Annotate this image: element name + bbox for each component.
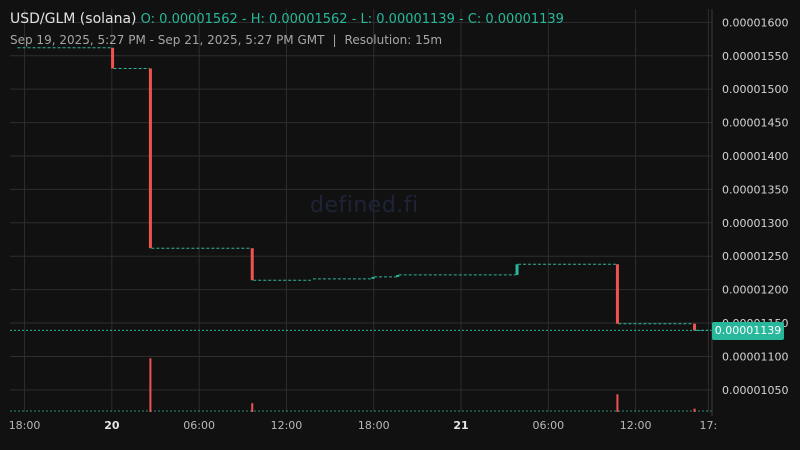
separator: | xyxy=(332,33,337,47)
x-tick-label: 18:00 xyxy=(9,419,41,432)
candle-body xyxy=(615,264,619,324)
x-tick-label: 06:00 xyxy=(532,419,564,432)
chart-subheader: Sep 19, 2025, 5:27 PM - Sep 21, 2025, 5:… xyxy=(10,33,442,47)
watermark: defined.fi xyxy=(310,193,419,218)
chart-header: USD/GLM (solana) O: 0.00001562 - H: 0.00… xyxy=(10,11,564,27)
volume-bar xyxy=(251,403,254,412)
y-tick-label: 0.00001600 xyxy=(722,16,788,29)
x-tick-label: 17: xyxy=(700,419,718,432)
pair-title: USD/GLM (solana) xyxy=(10,11,137,27)
candle-body xyxy=(371,276,375,279)
y-tick-label: 0.00001250 xyxy=(722,250,788,263)
volume-bars xyxy=(10,358,712,412)
x-tick-label: 20 xyxy=(104,419,120,432)
volume-bar xyxy=(149,358,152,412)
y-tick-label: 0.00001550 xyxy=(722,50,788,63)
y-tick-label: 0.00001500 xyxy=(722,83,788,96)
candles xyxy=(17,47,709,331)
volume-bar xyxy=(693,408,696,412)
y-axis: 0.000010500.000011000.000011500.00001200… xyxy=(711,9,788,416)
x-axis: 18:00 20 06:00 12:00 18:00 21 06:00 12:00 17: xyxy=(9,419,718,432)
x-tick-label: 21 xyxy=(453,419,468,432)
x-tick-label: 12:00 xyxy=(271,419,303,432)
x-tick-label: 06:00 xyxy=(183,419,215,432)
y-tick-label: 0.00001200 xyxy=(722,284,788,297)
volume-bar xyxy=(616,394,619,412)
y-tick-label: 0.00001350 xyxy=(722,183,788,196)
y-tick-label: 0.00001100 xyxy=(722,350,788,363)
candle-body xyxy=(693,323,697,331)
x-tick-label: 12:00 xyxy=(620,419,652,432)
resolution-label: Resolution: 15m xyxy=(344,33,443,47)
chart-grid xyxy=(10,9,712,412)
candle-body xyxy=(396,274,400,277)
y-tick-label: 0.00001050 xyxy=(722,384,788,397)
y-tick-label: 0.00001300 xyxy=(722,217,788,230)
y-tick-label: 0.00001450 xyxy=(722,117,788,130)
x-tick-label: 18:00 xyxy=(358,419,390,432)
candle-body xyxy=(515,264,519,275)
date-range: Sep 19, 2025, 5:27 PM - Sep 21, 2025, 5:… xyxy=(10,33,325,47)
ohlc-readout: O: 0.00001562 - H: 0.00001562 - L: 0.000… xyxy=(140,12,564,27)
candle-body xyxy=(148,68,152,249)
y-tick-label: 0.00001400 xyxy=(722,150,788,163)
candle-body xyxy=(250,248,254,281)
last-price-tag: 0.00001139 xyxy=(712,322,784,340)
candle-body xyxy=(111,47,115,69)
